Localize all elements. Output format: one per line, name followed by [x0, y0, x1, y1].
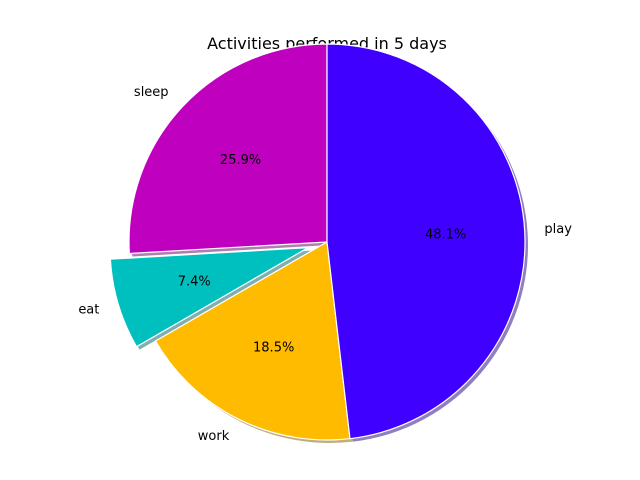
pie-slice-layer	[109, 43, 526, 441]
slice-label-play: play	[544, 222, 572, 237]
slice-label-eat: eat	[78, 303, 99, 318]
slice-label-sleep: sleep	[134, 85, 169, 100]
slice-percent-sleep: 25.9%	[220, 153, 261, 168]
slice-percent-play: 48.1%	[425, 228, 466, 243]
pie-label-layer: sleep 25.9% eat 7.4% work 18.5% play 48.1%	[78, 85, 572, 444]
slice-label-work: work	[198, 429, 230, 444]
pie-slice-eat	[109, 247, 309, 348]
slice-percent-work: 18.5%	[253, 341, 294, 356]
pie-slice-play	[326, 43, 526, 440]
pie-slice-sleep	[128, 43, 328, 255]
slice-percent-eat: 7.4%	[178, 274, 211, 289]
pie-slice-work	[154, 241, 351, 441]
